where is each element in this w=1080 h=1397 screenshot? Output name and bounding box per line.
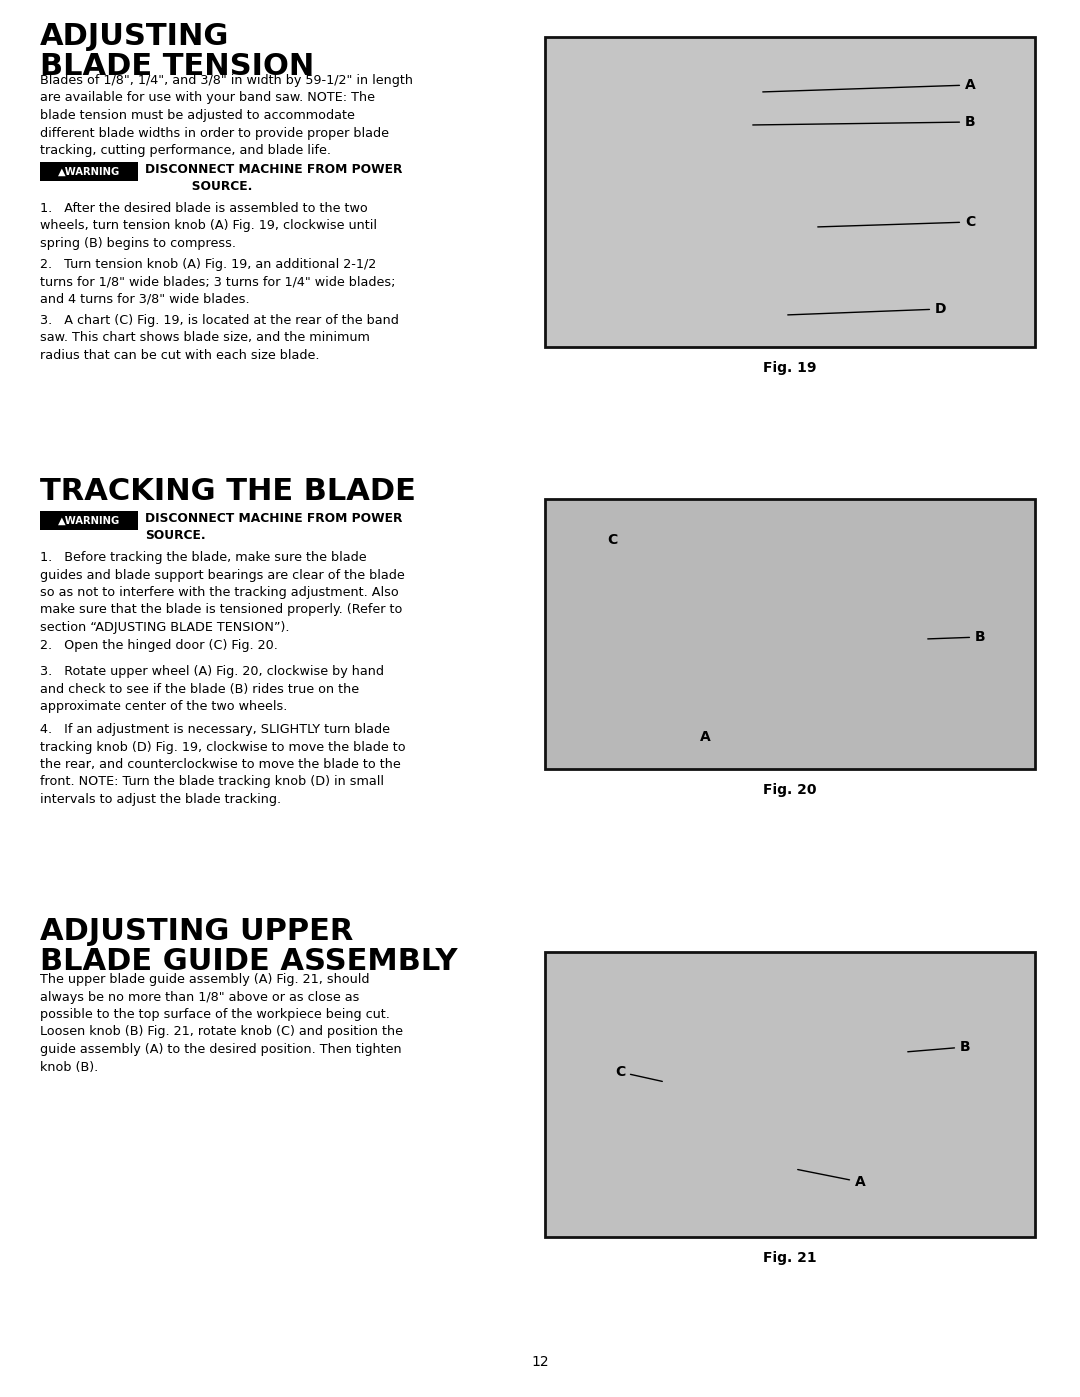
Text: C: C — [615, 1065, 662, 1081]
Text: Fig. 19: Fig. 19 — [764, 360, 816, 374]
Text: 1.   After the desired blade is assembled to the two
wheels, turn tension knob (: 1. After the desired blade is assembled … — [40, 203, 377, 250]
Text: A: A — [798, 1169, 866, 1189]
Text: 2.   Turn tension knob (A) Fig. 19, an additional 2-1/2
turns for 1/8" wide blad: 2. Turn tension knob (A) Fig. 19, an add… — [40, 258, 395, 306]
Text: C: C — [818, 215, 975, 229]
Text: 3.   A chart (C) Fig. 19, is located at the rear of the band
saw. This chart sho: 3. A chart (C) Fig. 19, is located at th… — [40, 314, 399, 362]
Text: ADJUSTING UPPER: ADJUSTING UPPER — [40, 916, 353, 946]
Bar — [545, 499, 1035, 768]
Text: 3.   Rotate upper wheel (A) Fig. 20, clockwise by hand
and check to see if the b: 3. Rotate upper wheel (A) Fig. 20, clock… — [40, 665, 384, 712]
Text: A: A — [762, 78, 975, 92]
Bar — [545, 951, 1035, 1236]
Text: BLADE GUIDE ASSEMBLY: BLADE GUIDE ASSEMBLY — [40, 947, 458, 977]
Text: D: D — [787, 302, 946, 316]
Text: ▲WARNING: ▲WARNING — [58, 515, 120, 527]
Text: 12: 12 — [531, 1355, 549, 1369]
Text: Fig. 21: Fig. 21 — [764, 1250, 816, 1266]
Text: BLADE TENSION: BLADE TENSION — [40, 52, 314, 81]
Text: ADJUSTING: ADJUSTING — [40, 22, 229, 52]
Text: 4.   If an adjustment is necessary, SLIGHTLY turn blade
tracking knob (D) Fig. 1: 4. If an adjustment is necessary, SLIGHT… — [40, 724, 406, 806]
FancyBboxPatch shape — [40, 162, 138, 182]
Text: Blades of 1/8", 1/4", and 3/8" in width by 59-1/2" in length
are available for u: Blades of 1/8", 1/4", and 3/8" in width … — [40, 74, 413, 156]
Text: 1.   Before tracking the blade, make sure the blade
guides and blade support bea: 1. Before tracking the blade, make sure … — [40, 550, 405, 634]
Text: The upper blade guide assembly (A) Fig. 21, should
always be no more than 1/8" a: The upper blade guide assembly (A) Fig. … — [40, 972, 403, 1073]
Text: DISCONNECT MACHINE FROM POWER
SOURCE.: DISCONNECT MACHINE FROM POWER SOURCE. — [145, 511, 403, 542]
Text: DISCONNECT MACHINE FROM POWER
           SOURCE.: DISCONNECT MACHINE FROM POWER SOURCE. — [145, 163, 403, 193]
Text: B: B — [753, 115, 975, 129]
Bar — [545, 36, 1035, 346]
FancyBboxPatch shape — [40, 511, 138, 529]
Text: B: B — [928, 630, 986, 644]
Text: TRACKING THE BLADE: TRACKING THE BLADE — [40, 476, 416, 506]
Text: B: B — [908, 1039, 971, 1053]
Text: 2.   Open the hinged door (C) Fig. 20.: 2. Open the hinged door (C) Fig. 20. — [40, 638, 278, 652]
Text: C: C — [607, 534, 618, 548]
Text: Fig. 20: Fig. 20 — [764, 782, 816, 798]
Text: ▲WARNING: ▲WARNING — [58, 168, 120, 177]
Text: A: A — [700, 731, 711, 745]
